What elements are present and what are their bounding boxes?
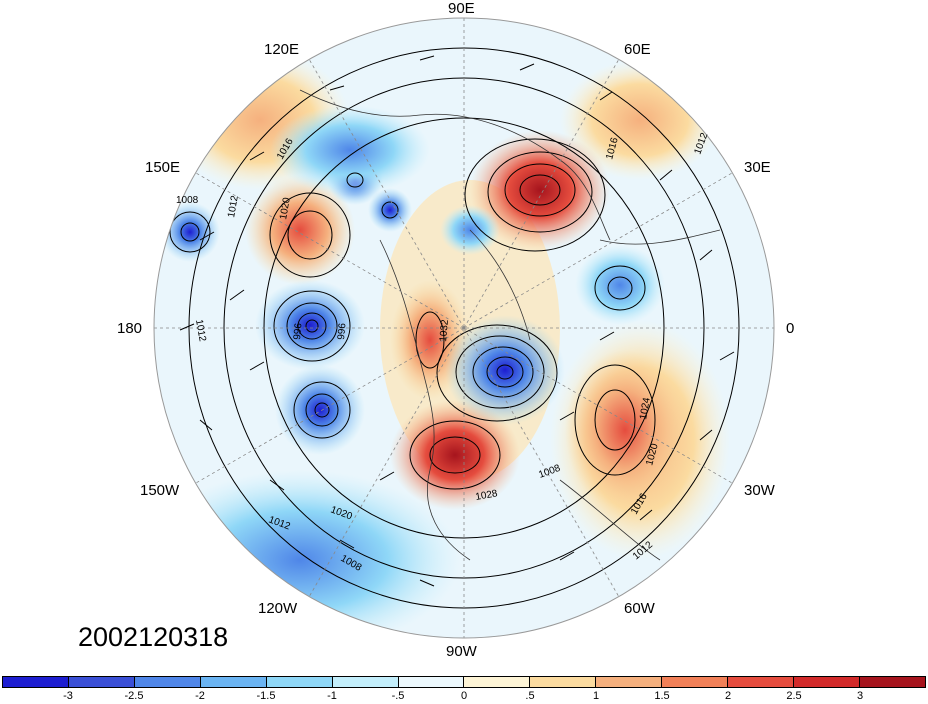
colorbar-tick-label: 2.5: [786, 690, 802, 702]
colorbar-tick-label: .5: [525, 690, 535, 702]
colorbar-swatch: [662, 677, 729, 687]
colorbar-tick-labels: -3 -2.5 -2 -1.5 -1 -.5 0 .5 1 1.5 2 2.5 3: [0, 690, 928, 704]
lon-label-30e: 30E: [744, 159, 771, 176]
colorbar-tick-label: -1: [327, 690, 337, 702]
lon-label-60w: 60W: [624, 600, 655, 617]
lon-label-60e: 60E: [624, 41, 651, 58]
greenland-negative: [445, 315, 565, 425]
colorbar: [2, 676, 926, 688]
colorbar-tick-label: -2.5: [124, 690, 144, 702]
coastlines: [299, 89, 721, 561]
europe-negative: [575, 245, 665, 325]
colorbar-tick-label: 3: [856, 690, 864, 702]
lon-label-90e: 90E: [448, 0, 475, 17]
colorbar-swatch: [3, 677, 69, 687]
colorbar-swatch: [134, 677, 201, 687]
siberia-positive: [470, 130, 610, 250]
colorbar-tick-label: 0: [460, 690, 468, 702]
contour-label: 1020: [278, 196, 293, 220]
contour-label: 1028: [475, 488, 499, 503]
timestamp-label: 2002120318: [78, 622, 229, 652]
colorbar-tick-label: -2: [195, 690, 205, 702]
lon-label-150w: 150W: [140, 482, 180, 499]
lon-label-120w: 120W: [258, 600, 298, 617]
lon-label-180: 180: [117, 320, 143, 337]
colorbar-swatch: [596, 677, 663, 687]
colorbar-swatch: [266, 677, 333, 687]
lon-label-150e: 150E: [145, 159, 181, 176]
colorbar-swatch: [200, 677, 267, 687]
contour-label: 1024: [638, 396, 653, 420]
colorbar-swatch: [68, 677, 135, 687]
lon-label-120e: 120E: [264, 41, 300, 58]
contour-label: 1008: [176, 195, 199, 206]
colorbar-swatch: [859, 677, 925, 687]
contour-label: 1012: [226, 194, 241, 218]
colorbar-tick-label: -.5: [391, 690, 405, 702]
anomaly-field: [154, 18, 774, 638]
colorbar-tick-label: -1.5: [256, 690, 276, 702]
lon-label-0: 0: [786, 320, 795, 337]
colorbar-tick-label: 1: [592, 690, 600, 702]
colorbar-swatch: [794, 677, 860, 687]
colorbar-swatch: [332, 677, 399, 687]
atlantic-positive: [565, 350, 685, 510]
bering-negative: [255, 280, 365, 370]
colorbar-tick-label: -3: [63, 690, 73, 702]
north-america-positive: [390, 400, 520, 510]
colorbar-swatch: [464, 677, 531, 687]
colorbar-tick-label: 2: [724, 690, 732, 702]
colorbar-tick-label: 1.5: [654, 690, 670, 702]
contour-label: 1032: [438, 319, 451, 343]
colorbar-swatch: [530, 677, 597, 687]
graticule: [154, 18, 774, 638]
polar-map: 1008 1012 1016 1020 1024 1032 1012 996 9…: [153, 17, 775, 639]
contour-label: 1012: [193, 319, 208, 343]
lon-label-30w: 30W: [744, 482, 775, 499]
aleutian-negative: [275, 365, 365, 455]
contour-label: 996: [292, 322, 304, 340]
colorbar-swatch: [728, 677, 795, 687]
lon-label-90w: 90W: [446, 643, 477, 660]
colorbar-swatch: [398, 677, 465, 687]
wind-barbs: [179, 55, 735, 587]
contour-label: 996: [336, 322, 348, 340]
